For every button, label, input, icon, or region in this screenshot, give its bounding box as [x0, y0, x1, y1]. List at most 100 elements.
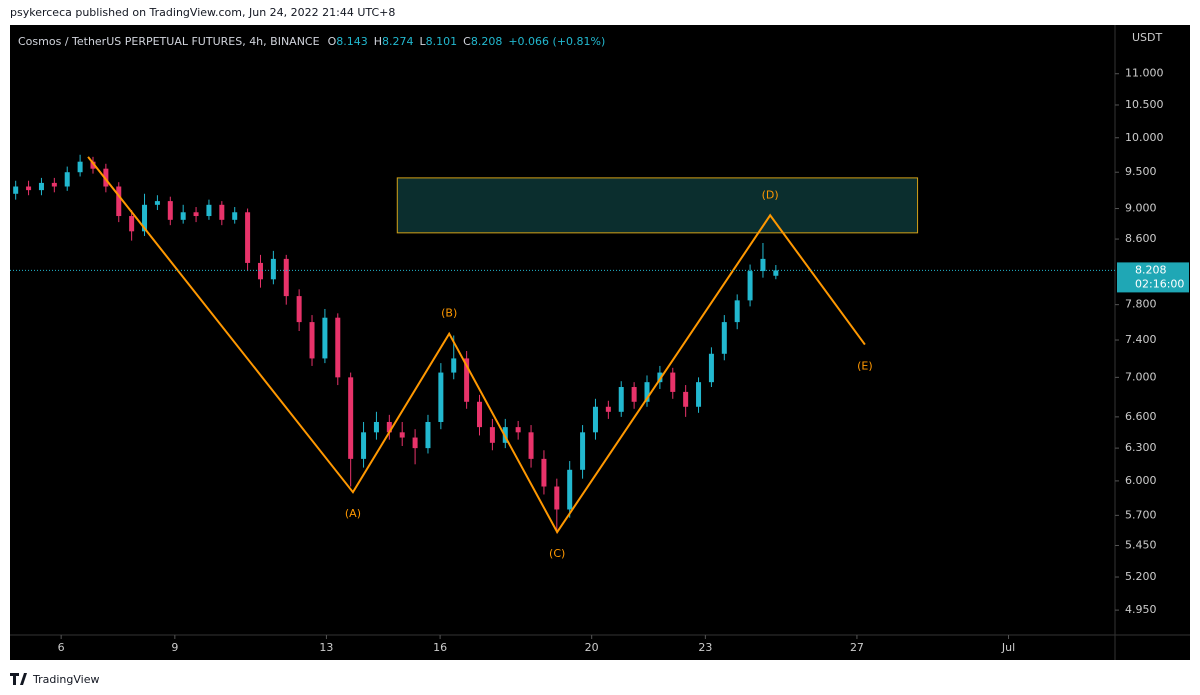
y-tick-label: 5.700: [1125, 508, 1157, 521]
y-tick-label: 6.000: [1125, 474, 1157, 487]
candle-body: [309, 322, 315, 359]
candle-body: [464, 358, 470, 402]
x-tick-label: 27: [850, 641, 864, 654]
y-tick-label: 7.400: [1125, 333, 1157, 346]
wave-line: [87, 156, 866, 534]
candle-body: [322, 317, 328, 359]
candle-body: [154, 201, 160, 205]
candle-body: [245, 212, 251, 263]
candle-body: [283, 258, 289, 297]
x-tick-label: 6: [58, 641, 65, 654]
candle-body: [734, 300, 740, 323]
y-tick-label: 10.000: [1125, 131, 1164, 144]
candle-body: [477, 401, 483, 428]
y-tick-label: 4.950: [1125, 603, 1157, 616]
candle-body: [399, 432, 405, 438]
candle-body: [425, 421, 431, 449]
candle-body: [721, 322, 727, 354]
candle-body: [129, 216, 135, 232]
candle-body: [219, 204, 225, 220]
candle-body: [605, 406, 611, 412]
y-tick-label: 7.800: [1125, 298, 1157, 311]
candle-body: [90, 161, 96, 169]
x-tick-label: 20: [585, 641, 599, 654]
candle-body: [167, 201, 173, 220]
x-tick-label: 13: [319, 641, 333, 654]
candle-body: [26, 186, 32, 191]
y-tick-label: 6.600: [1125, 410, 1157, 423]
ohlc-value: 8.143: [336, 35, 368, 48]
candle-body: [670, 372, 676, 392]
candle-body: [657, 372, 663, 383]
candle-body: [580, 432, 586, 470]
logo-icon: [10, 673, 27, 685]
candle-body: [683, 391, 689, 407]
candle-body: [206, 204, 212, 217]
x-tick-label: 23: [698, 641, 712, 654]
logo: [10, 673, 27, 685]
x-tick-label: 9: [171, 641, 178, 654]
wave-label: (E): [857, 360, 873, 373]
wave-label: (B): [441, 307, 457, 320]
candle-body: [77, 161, 83, 173]
candle-body: [38, 182, 44, 191]
candle-body: [747, 271, 753, 301]
y-tick-label: 6.300: [1125, 441, 1157, 454]
published-note: psykerceca published on TradingView.com,…: [10, 6, 395, 19]
countdown: 02:16:00: [1135, 277, 1184, 290]
candle-body: [412, 437, 418, 449]
ohlc-label: H: [374, 35, 382, 48]
wave-label: (A): [345, 507, 361, 520]
candle-body: [554, 486, 560, 510]
y-tick-label: 5.200: [1125, 570, 1157, 583]
candle-body: [618, 387, 624, 412]
last-price-label: 8.208: [1135, 263, 1167, 276]
candle-body: [142, 204, 148, 232]
candle-body: [257, 262, 263, 280]
price-change: +0.066 (+0.81%): [508, 35, 605, 48]
chart-area: [10, 25, 1190, 660]
ohlc-label: C: [463, 35, 471, 48]
candle-body: [515, 427, 521, 433]
candle-body: [438, 372, 444, 422]
target-zone: [396, 177, 919, 234]
y-tick-label: 7.000: [1125, 370, 1157, 383]
wave-label: (D): [762, 188, 779, 201]
candle-body: [760, 258, 766, 272]
candle-body: [708, 353, 714, 383]
candle-body: [541, 458, 547, 487]
candle-body: [528, 432, 534, 459]
symbol-title: Cosmos / TetherUS PERPETUAL FUTURES, 4h,…: [18, 35, 320, 48]
candle-body: [631, 387, 637, 402]
candle-body: [116, 186, 122, 217]
y-tick-label: 8.600: [1125, 232, 1157, 245]
ohlc-value: 8.101: [426, 35, 458, 48]
last-price-box: [1117, 262, 1189, 293]
x-tick-label: Jul: [1001, 641, 1015, 654]
candle-body: [373, 421, 379, 433]
x-tick-label: 16: [433, 641, 447, 654]
candle-body: [64, 172, 70, 187]
y-tick-label: 9.500: [1125, 165, 1157, 178]
candle-body: [696, 382, 702, 407]
candle-body: [451, 358, 457, 373]
candle-body: [348, 377, 354, 459]
candle-body: [592, 406, 598, 433]
candle-body: [51, 182, 57, 187]
candle-body: [644, 382, 650, 402]
candle-body: [13, 186, 19, 194]
candle-body: [193, 212, 199, 217]
candle-body: [270, 258, 276, 280]
candle-body: [103, 168, 109, 187]
ohlc-value: 8.208: [471, 35, 503, 48]
ohlc-label: L: [420, 35, 427, 48]
y-tick-label: 5.450: [1125, 538, 1157, 551]
candle-body: [232, 212, 238, 220]
y-tick-label: 11.000: [1125, 67, 1164, 80]
footer-brand: TradingView: [32, 673, 99, 686]
y-unit: USDT: [1132, 31, 1163, 44]
ohlc-label: O: [328, 35, 337, 48]
wave-label: (C): [549, 547, 565, 560]
candle-body: [361, 432, 367, 459]
